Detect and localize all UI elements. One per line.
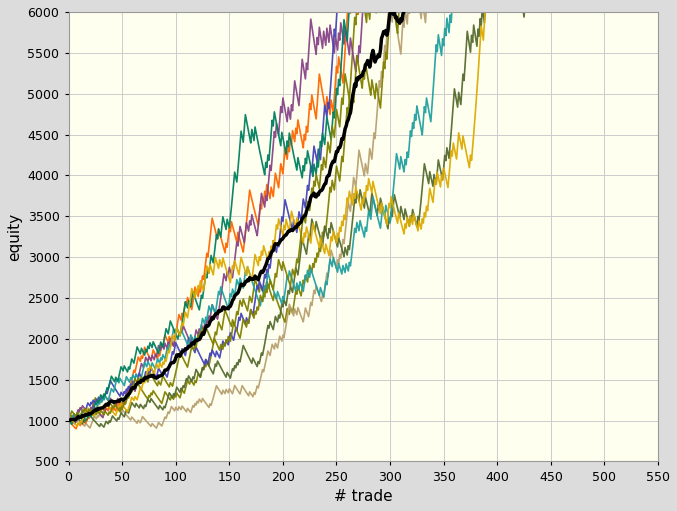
X-axis label: # trade: # trade bbox=[334, 489, 393, 504]
Y-axis label: equity: equity bbox=[7, 213, 22, 261]
